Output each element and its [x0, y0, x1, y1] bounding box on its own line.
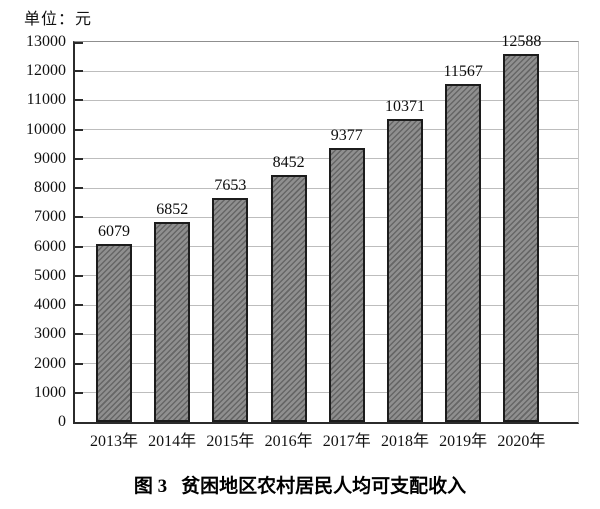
unit-label: 单位：元 — [24, 11, 93, 28]
y-tick — [75, 70, 83, 73]
y-tick-label: 11000 — [26, 91, 66, 109]
y-tick — [75, 216, 83, 219]
x-tick-label: 2018年 — [380, 433, 429, 450]
x-tick-label: 2014年 — [148, 433, 197, 450]
figure-caption: 图 3 贫困地区农村居民人均可支配收入 — [0, 471, 600, 498]
y-tick-label: 1000 — [34, 383, 66, 401]
x-tick-label: 2013年 — [89, 433, 138, 450]
y-tick-label: 5000 — [34, 266, 66, 284]
x-tick-label: 2019年 — [439, 433, 488, 450]
bar-value-label: 6079 — [98, 223, 130, 241]
y-tick — [75, 42, 83, 44]
bar — [387, 118, 423, 422]
bar-value-label: 8452 — [272, 153, 305, 171]
y-tick — [75, 274, 83, 277]
bar-value-label: 7653 — [214, 177, 247, 195]
y-tick — [75, 333, 83, 336]
gridline — [75, 246, 578, 248]
bar — [212, 198, 249, 422]
caption-prefix: 图 3 — [133, 476, 168, 497]
y-tick-label: 2000 — [34, 354, 66, 372]
x-tick-label: 2015年 — [206, 433, 255, 450]
bar-value-label: 6852 — [156, 200, 189, 218]
caption-title: 贫困地区农村居民人均可支配收入 — [181, 476, 467, 497]
gridline — [75, 99, 578, 101]
y-tick-label: 8000 — [34, 179, 66, 197]
x-tick-label: 2016年 — [264, 433, 313, 450]
bar-value-label: 9377 — [330, 126, 363, 144]
bar — [270, 174, 307, 422]
gridline — [75, 304, 578, 306]
y-tick — [75, 99, 83, 102]
y-tick-label: 0 — [58, 413, 66, 430]
plot-area: 6079 6852 7653 8452 9377 10371 11567 12588 — [73, 33, 579, 424]
gridline — [75, 363, 578, 365]
bar — [328, 147, 365, 422]
y-tick-label: 13000 — [26, 33, 66, 50]
y-tick — [75, 128, 83, 131]
y-tick — [75, 391, 83, 394]
bar — [503, 54, 540, 422]
y-tick-label: 7000 — [34, 208, 66, 226]
bar — [96, 244, 132, 422]
y-tick — [75, 245, 83, 248]
y-tick-label: 4000 — [34, 296, 66, 314]
y-tick-label: 12000 — [26, 62, 66, 80]
y-tick — [75, 304, 83, 307]
y-tick — [75, 157, 83, 160]
gridline — [75, 392, 578, 394]
y-tick-label: 9000 — [34, 149, 66, 167]
gridline — [75, 275, 578, 277]
bar — [154, 221, 191, 422]
bar — [445, 83, 482, 422]
gridline — [75, 158, 578, 160]
y-tick-label: 3000 — [34, 325, 66, 343]
y-tick — [75, 187, 83, 190]
bar-value-label: 12588 — [501, 33, 542, 51]
gridline — [75, 129, 578, 131]
bar-value-label: 11567 — [443, 62, 483, 80]
bar-value-label: 10371 — [385, 97, 425, 115]
y-tick — [75, 362, 83, 365]
x-tick-label: 2017年 — [322, 433, 371, 450]
gridline — [75, 187, 578, 189]
x-tick-label: 2020年 — [497, 433, 546, 450]
gridline — [75, 70, 578, 72]
y-tick-label: 6000 — [34, 237, 66, 255]
gridline — [75, 216, 578, 218]
gridline — [75, 333, 578, 335]
y-tick-label: 10000 — [26, 120, 66, 138]
